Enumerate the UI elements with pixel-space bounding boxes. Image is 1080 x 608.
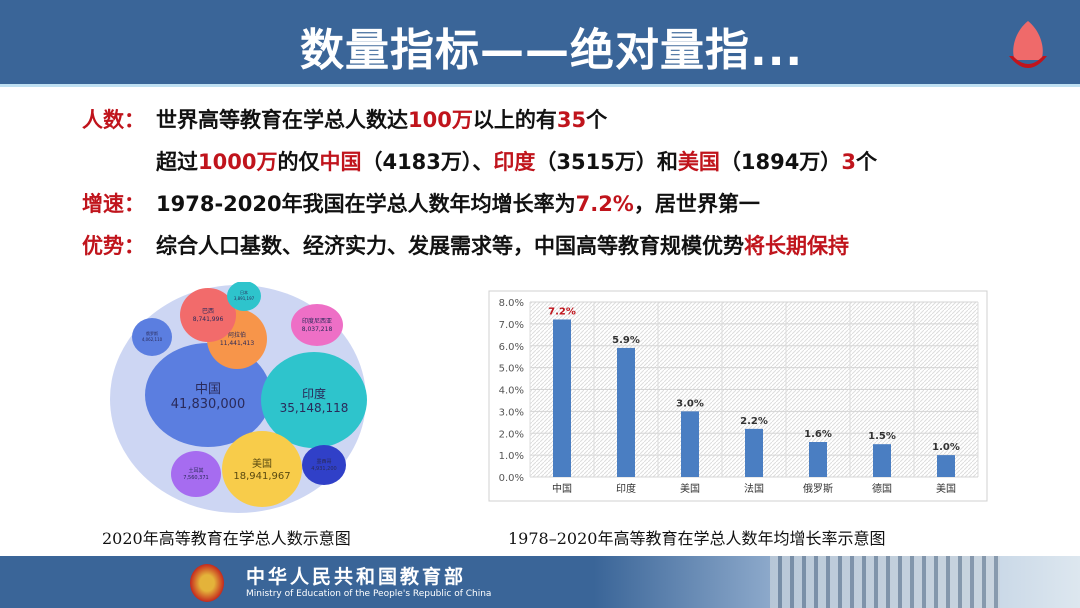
- x-tick-label: 印度: [616, 482, 636, 495]
- data-label: 2.2%: [740, 416, 768, 427]
- y-tick-label: 2.0%: [499, 429, 524, 440]
- data-label: 5.9%: [612, 335, 640, 346]
- data-label: 3.0%: [676, 398, 704, 409]
- line-text: 将长期保持: [744, 234, 849, 258]
- data-label: 1.5%: [868, 431, 896, 442]
- info-line: 优势： 综合人口基数、经济实力、发展需求等，中国高等教育规模优势将长期保持: [82, 230, 849, 260]
- y-tick-label: 4.0%: [499, 386, 524, 397]
- line-text: ，居世界第一: [633, 192, 760, 216]
- line-text: 综合人口基数、经济实力、发展需求等，中国高等教育规模优势: [156, 234, 744, 258]
- y-tick-label: 7.0%: [499, 320, 524, 331]
- bar: [553, 319, 571, 477]
- title-bar: 数量指标——绝对量指...: [0, 0, 1080, 87]
- bubble-value: 18,941,967: [233, 471, 290, 482]
- info-line: 超过1000万的仅中国（4183万）、印度（3515万）和美国（1894万）3个: [82, 146, 877, 176]
- line-text: 100万: [408, 108, 473, 132]
- bubble-name: 日本: [240, 289, 248, 295]
- bubble-name: 美国: [252, 457, 272, 470]
- bubble-name: 墨西哥: [316, 459, 331, 465]
- bubble-name: 土耳其: [188, 467, 203, 474]
- line-label: 增速：: [82, 192, 145, 216]
- bubble: [302, 445, 346, 485]
- bubble-value: 4,931,200: [311, 466, 336, 472]
- bar: [809, 442, 827, 477]
- data-label: 1.6%: [804, 429, 832, 440]
- bubble: [222, 431, 302, 507]
- bar: [873, 444, 891, 477]
- bubble-name: 印度尼西亚: [302, 317, 332, 325]
- line-text: 世界高等教育在学总人数达: [156, 108, 408, 132]
- data-label: 1.0%: [932, 442, 960, 453]
- y-tick-label: 8.0%: [499, 298, 524, 309]
- bubble: [291, 304, 343, 346]
- bubble-value: 35,148,118: [280, 401, 349, 415]
- bubble: [145, 343, 271, 447]
- bubble-value: 41,830,000: [171, 397, 245, 412]
- bar-chart: 0.0% 1.0% 2.0% 3.0% 4.0% 5.0% 6.0% 7.0% 8.0% 7.2%…: [488, 290, 988, 502]
- slide-title: 数量指标——绝对量指...: [300, 25, 804, 76]
- bubble-value: 8,037,218: [302, 326, 333, 333]
- bubble-value: 4,062,110: [142, 337, 163, 342]
- info-line: 人数： 世界高等教育在学总人数达100万以上的有35个: [82, 104, 607, 134]
- ministry-name-cn: 中华人民共和国教育部: [246, 566, 467, 588]
- bar: [681, 411, 699, 477]
- x-tick-label: 法国: [744, 482, 764, 495]
- line-text: 中国: [319, 150, 362, 174]
- bubble-value: 11,441,413: [220, 340, 255, 347]
- line-label: 人数：: [82, 108, 145, 132]
- line-text: 超过: [156, 150, 198, 174]
- line-text: 印度: [493, 150, 536, 174]
- line-text: 7.2%: [575, 192, 634, 216]
- bubble-name: 阿拉伯: [228, 331, 246, 339]
- info-line: 增速： 1978-2020年我国在学总人数年均增长率为7.2%，居世界第一: [82, 188, 760, 218]
- bubble: [132, 318, 172, 356]
- line-label: 优势：: [82, 234, 145, 258]
- bubble: [180, 288, 236, 342]
- caption-bubble-chart: 2020年高等教育在学总人数示意图: [102, 529, 351, 548]
- y-tick-label: 0.0%: [499, 473, 524, 484]
- line-text: 个: [855, 150, 877, 174]
- y-tick-label: 6.0%: [499, 342, 524, 353]
- caption-bar-chart: 1978–2020年高等教育在学总人数年均增长率示意图: [508, 529, 886, 548]
- line-text: （1894万）: [719, 150, 842, 174]
- bubble: [227, 282, 261, 311]
- line-text: 个: [586, 108, 608, 132]
- data-label: 7.2%: [548, 307, 576, 318]
- x-tick-label: 美国: [936, 482, 956, 495]
- building-image: [770, 556, 1000, 608]
- bubble-value: 8,741,996: [193, 316, 224, 323]
- line-text: 1978-2020年我国在学总人数年均增长率为: [156, 192, 576, 216]
- x-tick-label: 德国: [872, 482, 892, 495]
- bar: [617, 347, 635, 477]
- bubble-value: 7,560,371: [183, 475, 208, 481]
- line-text: （4183万）、: [361, 150, 494, 174]
- bubble-name: 巴西: [202, 308, 214, 315]
- bubble: [261, 352, 367, 448]
- line-text: 的仅: [277, 150, 320, 174]
- ministry-name-en: Ministry of Education of the People's Re…: [246, 589, 492, 599]
- bar: [937, 455, 955, 477]
- x-tick-label: 中国: [552, 482, 572, 495]
- y-tick-label: 1.0%: [499, 451, 524, 462]
- x-tick-label: 美国: [680, 482, 700, 495]
- national-emblem-icon: [190, 564, 224, 602]
- line-text: 1000万: [198, 150, 278, 174]
- line-text: 35: [556, 108, 587, 132]
- bar: [745, 428, 763, 477]
- bubble-name: 印度: [302, 386, 326, 401]
- x-tick-label: 俄罗斯: [803, 482, 833, 495]
- bubble: [171, 451, 221, 497]
- y-tick-label: 3.0%: [499, 407, 524, 418]
- footer: 中华人民共和国教育部 Ministry of Education of the …: [0, 556, 1080, 608]
- bubble-name: 中国: [195, 382, 221, 397]
- bubble-name: 俄罗斯: [146, 330, 158, 336]
- line-text: 美国: [677, 150, 720, 174]
- line-text: 3: [841, 150, 856, 174]
- university-logo-icon: [1009, 21, 1047, 68]
- line-text: 以上的有: [472, 108, 557, 132]
- bubble-value: 3,891,197: [234, 296, 255, 301]
- line-text: （3515万）和: [535, 150, 678, 174]
- y-tick-label: 5.0%: [499, 364, 524, 375]
